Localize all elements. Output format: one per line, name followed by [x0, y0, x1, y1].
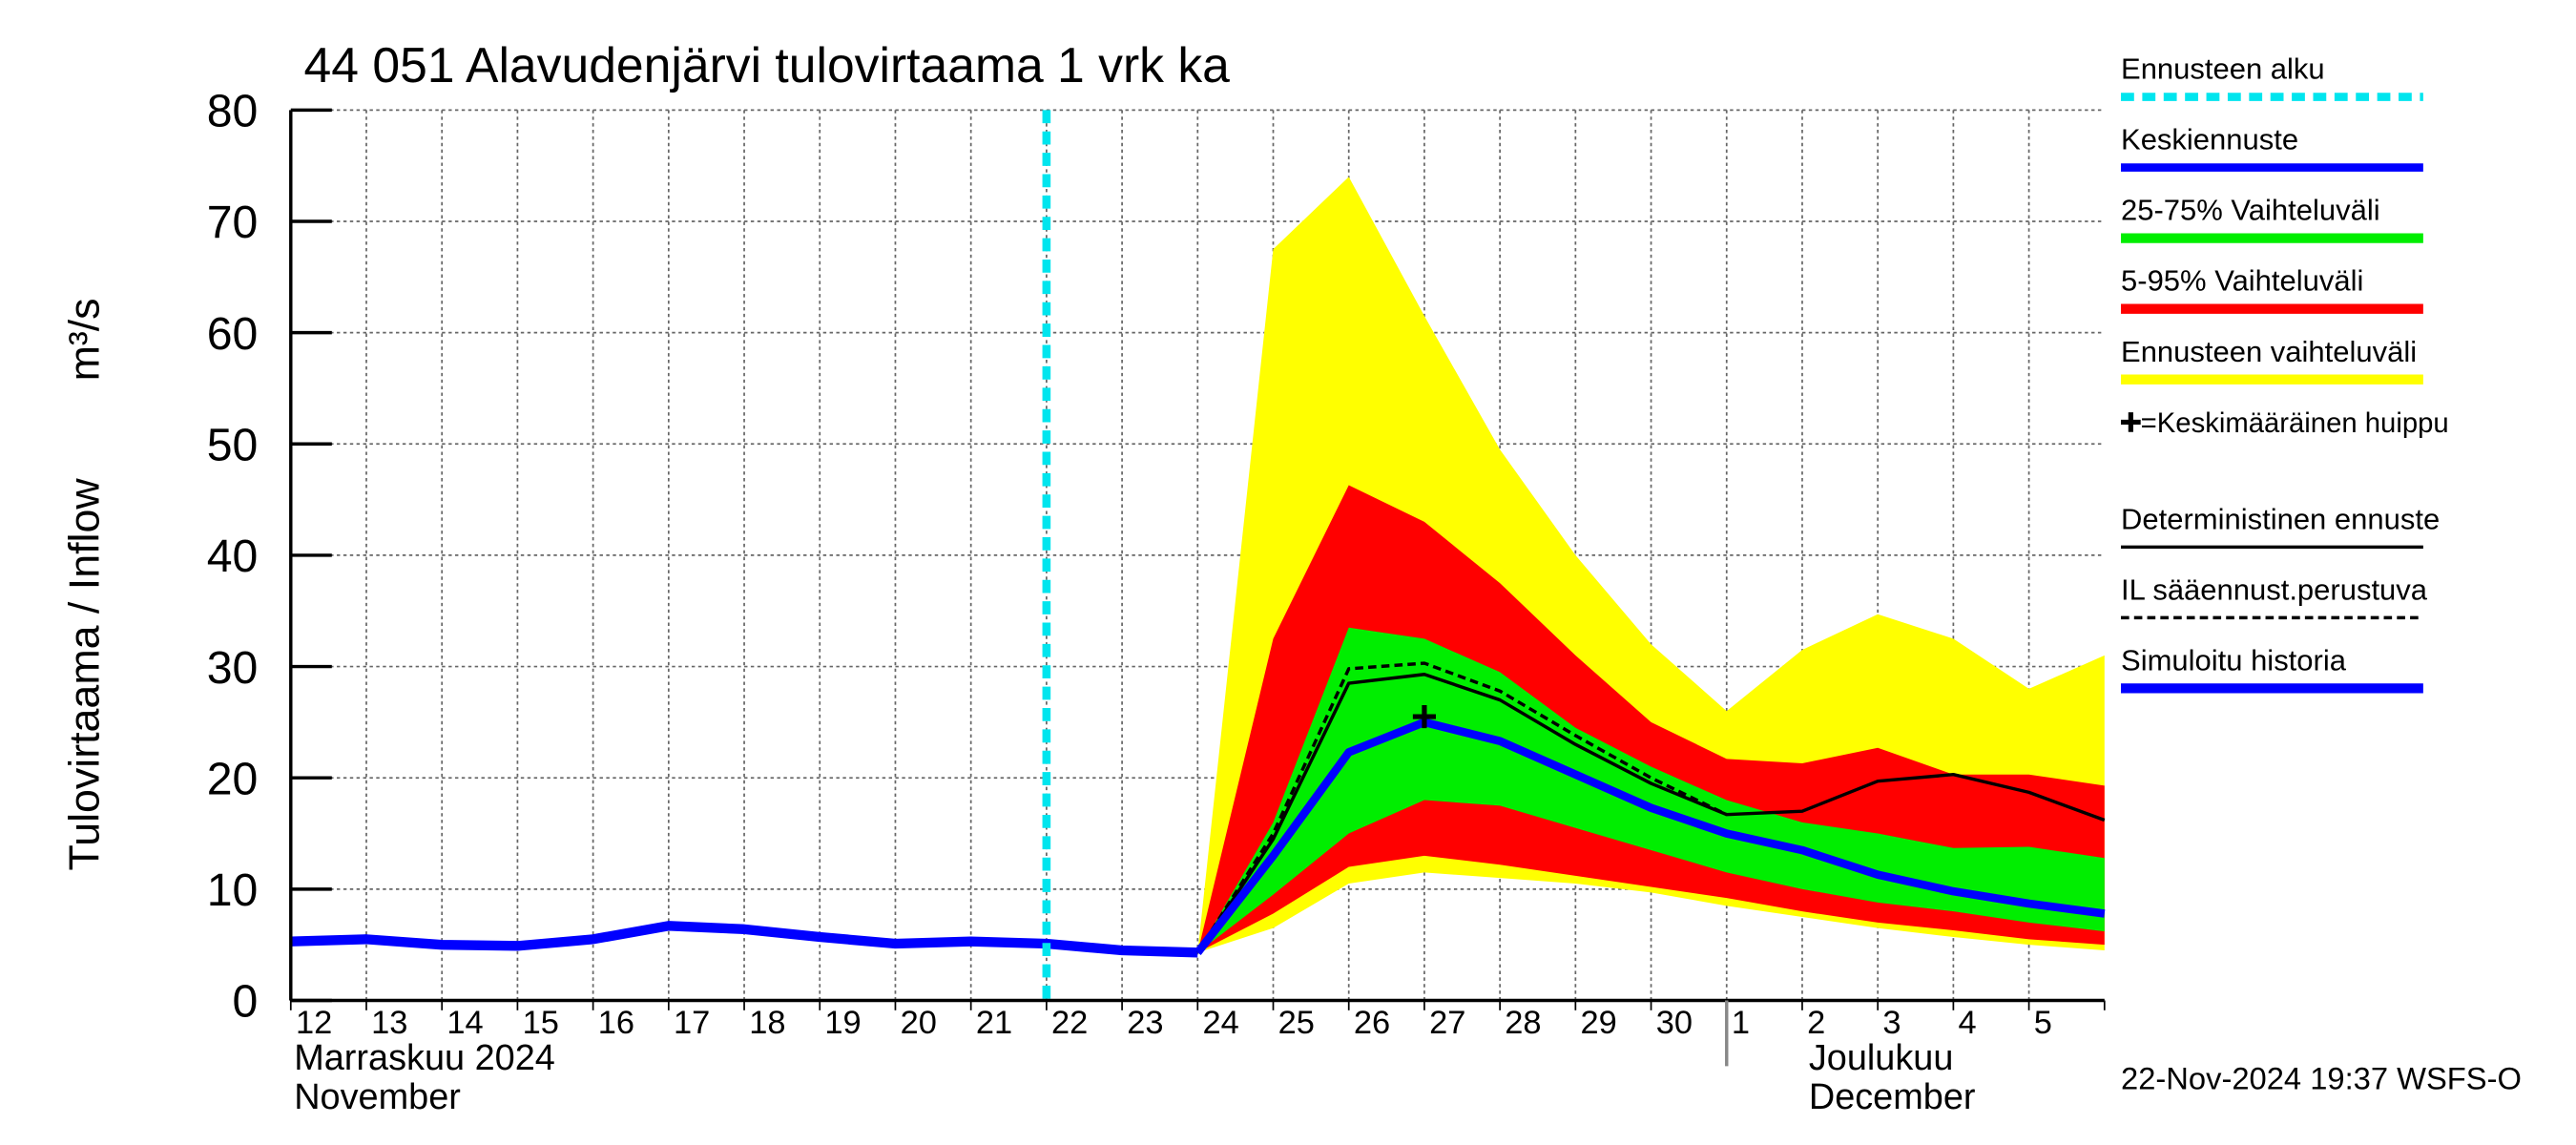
x-tick-label: 12: [296, 1005, 332, 1041]
x-tick-label: 16: [598, 1005, 634, 1041]
y-tick-label: 0: [233, 976, 259, 1028]
x-tick-label: 2: [1807, 1005, 1825, 1041]
x-tick-label: 25: [1278, 1005, 1315, 1041]
y-tick-label: 80: [207, 86, 259, 137]
month-label: November: [294, 1077, 461, 1117]
x-tick-label: 15: [523, 1005, 559, 1041]
y-tick-label: 70: [207, 197, 259, 248]
y-tick-label: 60: [207, 308, 259, 360]
month-label: Marraskuu 2024: [294, 1038, 555, 1078]
x-tick-label: 13: [371, 1005, 407, 1041]
peak-marker: [1412, 705, 1436, 729]
series-line: [1195, 673, 2106, 954]
legend-label: 5-95% Vaihteluväli: [2121, 264, 2363, 298]
x-tick-label: 18: [749, 1005, 785, 1041]
x-tick-label: 4: [1959, 1005, 1977, 1041]
y-axis-label: Tulovirtaama / Inflow: [60, 478, 108, 871]
legend-label: =Keskimääräinen huippu: [2141, 408, 2449, 439]
x-tick-label: 23: [1127, 1005, 1163, 1041]
y-tick-label: 30: [207, 642, 259, 694]
y-tick-label: 10: [207, 864, 259, 916]
x-tick-label: 14: [447, 1005, 483, 1041]
x-tick-label: 30: [1656, 1005, 1693, 1041]
timestamp: 22-Nov-2024 19:37 WSFS-O: [2121, 1060, 2522, 1095]
legend-label: Ennusteen vaihteluväli: [2121, 335, 2417, 368]
legend-label: IL sääennust.perustuva: [2121, 572, 2428, 606]
legend-label: Simuloitu historia: [2121, 643, 2347, 677]
x-tick-label: 1: [1732, 1005, 1750, 1041]
legend-label: Deterministinen ennuste: [2121, 502, 2440, 535]
legend-label: Keskiennuste: [2121, 123, 2298, 156]
x-tick-label: 5: [2034, 1005, 2052, 1041]
x-tick-label: 26: [1354, 1005, 1390, 1041]
x-tick-label: 22: [1051, 1005, 1088, 1041]
y-tick-label: 20: [207, 753, 259, 804]
chart-title: 44 051 Alavudenjärvi tulovirtaama 1 vrk …: [304, 37, 1231, 93]
legend-label: 25-75% Vaihteluväli: [2121, 194, 2380, 227]
x-tick-label: 21: [976, 1005, 1012, 1041]
month-label: December: [1809, 1077, 1976, 1117]
y-tick-label: 40: [207, 531, 259, 582]
month-label: Joulukuu: [1809, 1038, 1954, 1078]
x-tick-label: 29: [1581, 1005, 1617, 1041]
x-tick-label: 24: [1202, 1005, 1238, 1041]
y-tick-label: 50: [207, 419, 259, 470]
x-tick-label: 19: [824, 1005, 861, 1041]
x-tick-label: 3: [1882, 1005, 1901, 1041]
x-tick-label: 17: [674, 1005, 710, 1041]
legend-marker: [2121, 412, 2141, 432]
series-line: [1194, 718, 2106, 955]
y-axis-unit: m³/s: [60, 298, 108, 381]
legend-label: Ennusteen alku: [2121, 52, 2325, 86]
series-line: [1195, 661, 1728, 954]
x-tick-label: 28: [1505, 1005, 1541, 1041]
x-tick-label: 27: [1429, 1005, 1465, 1041]
x-tick-label: 20: [901, 1005, 937, 1041]
